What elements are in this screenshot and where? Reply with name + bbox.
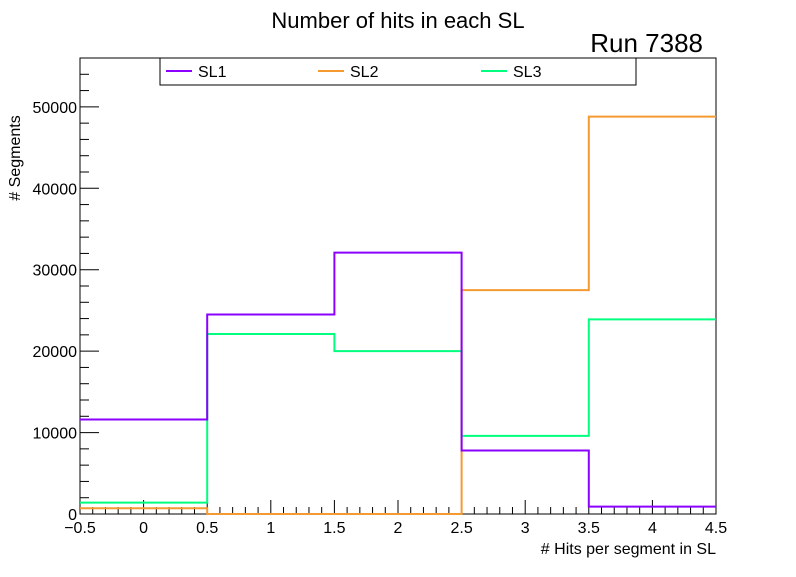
legend-label-sl1: SL1 — [198, 64, 227, 81]
series-sl1-line — [80, 251, 716, 508]
x-tick-label: 0 — [139, 520, 148, 537]
x-tick-label: 1.5 — [323, 520, 345, 537]
plot-frame — [79, 57, 717, 515]
y-tick-label: 20000 — [33, 344, 78, 361]
run-label: Run 7388 — [590, 28, 703, 58]
series-sl2-line — [80, 115, 716, 515]
x-tick-label: 1 — [266, 520, 275, 537]
x-tick-label: 2 — [394, 520, 403, 537]
x-tick-label: 0.5 — [196, 520, 218, 537]
y-tick-label: 40000 — [33, 181, 78, 198]
y-tick-label: 10000 — [33, 426, 78, 443]
x-tick-label: 2.5 — [450, 520, 472, 537]
legend-box — [159, 57, 637, 86]
x-tick-label: 3.5 — [578, 520, 600, 537]
legend: SL1 SL2 SL3 — [159, 57, 637, 86]
y-axis-title: # Segments — [7, 115, 24, 200]
y-tick-label: 30000 — [33, 263, 78, 280]
axis-ticks: −0.5 0 0.5 1 1.5 2 2.5 3 3.5 4 4.50100002000030000… — [33, 57, 727, 537]
y-tick-label: 0 — [68, 507, 77, 524]
series-layer — [80, 115, 716, 515]
legend-label-sl2: SL2 — [350, 64, 379, 81]
y-tick-label: 50000 — [33, 100, 78, 117]
x-tick-label: 3 — [521, 520, 530, 537]
x-tick-label: 4 — [648, 520, 657, 537]
chart-title: Number of hits in each SL — [271, 8, 524, 33]
x-tick-label: 4.5 — [705, 520, 727, 537]
x-axis-title: # Hits per segment in SL — [541, 541, 716, 558]
series-sl3-line — [80, 318, 716, 504]
x-tick-label: −0.5 — [64, 520, 96, 537]
legend-label-sl3: SL3 — [513, 64, 542, 81]
